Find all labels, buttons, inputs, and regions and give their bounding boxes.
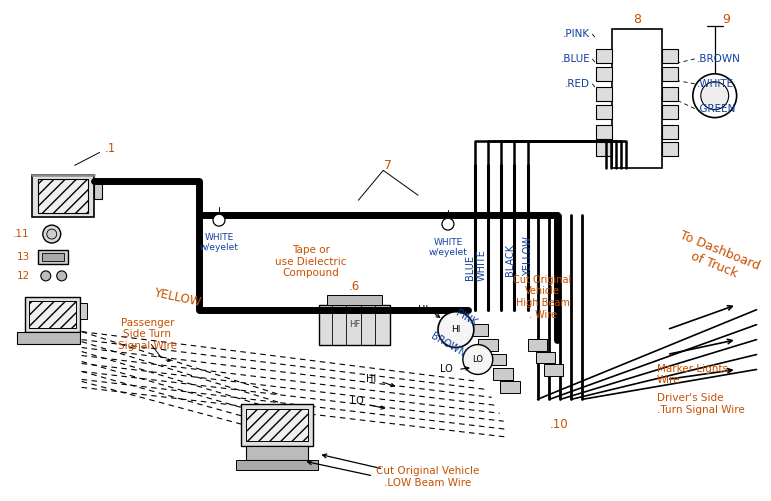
Text: HF: HF <box>348 320 360 329</box>
Bar <box>662 125 678 138</box>
Bar <box>25 297 79 332</box>
Bar <box>318 305 390 345</box>
Text: Passenger
Side Turn
Signal Wire: Passenger Side Turn Signal Wire <box>118 318 177 351</box>
Text: LO: LO <box>473 355 483 364</box>
Text: BLUE: BLUE <box>465 256 475 281</box>
Text: 8: 8 <box>633 13 641 26</box>
Bar <box>662 142 678 156</box>
Text: PINK: PINK <box>453 308 478 328</box>
Bar <box>79 303 86 319</box>
Circle shape <box>47 229 57 239</box>
Bar <box>596 87 612 101</box>
Text: WHITE
w/eyelet: WHITE w/eyelet <box>429 238 467 258</box>
Text: LO: LO <box>440 364 453 374</box>
Bar <box>596 142 612 156</box>
Text: BROWN: BROWN <box>429 331 467 358</box>
Bar <box>246 446 308 460</box>
Circle shape <box>463 345 493 374</box>
Bar <box>486 354 506 365</box>
Bar <box>246 409 308 441</box>
Circle shape <box>442 218 454 230</box>
Bar <box>478 339 498 351</box>
Text: WHITE
w/eyelet: WHITE w/eyelet <box>200 233 238 253</box>
Bar <box>596 49 612 63</box>
Bar <box>236 460 318 470</box>
Bar <box>93 183 102 199</box>
Text: HI: HI <box>366 374 376 384</box>
Circle shape <box>43 225 61 243</box>
Text: Tape or
use Dielectric
Compound: Tape or use Dielectric Compound <box>274 245 346 278</box>
Circle shape <box>213 214 225 226</box>
Text: .PINK: .PINK <box>563 29 591 39</box>
Bar <box>500 381 520 393</box>
Text: YELLOW: YELLOW <box>523 236 533 276</box>
Bar <box>527 339 547 351</box>
Bar <box>493 368 513 380</box>
Text: .1: .1 <box>105 142 116 155</box>
Circle shape <box>41 271 51 281</box>
Text: .10: .10 <box>550 418 569 431</box>
Text: .BROWN: .BROWN <box>697 54 741 64</box>
Text: HI: HI <box>418 305 428 315</box>
Text: .GREEN: .GREEN <box>697 104 736 114</box>
Bar <box>468 324 488 336</box>
Text: WHITE: WHITE <box>476 249 487 281</box>
Text: HI: HI <box>451 325 460 334</box>
Bar <box>662 67 678 81</box>
Bar <box>596 105 612 119</box>
Circle shape <box>438 312 474 348</box>
Bar <box>612 29 662 168</box>
Bar <box>241 404 312 446</box>
Text: Cut Original Vehicle
.LOW Beam Wire: Cut Original Vehicle .LOW Beam Wire <box>376 466 480 487</box>
Bar <box>544 365 564 376</box>
Bar <box>536 352 555 364</box>
Circle shape <box>57 271 67 281</box>
Text: 13: 13 <box>17 252 30 262</box>
Bar <box>662 87 678 101</box>
Bar <box>32 175 93 217</box>
Text: Marker Lights
Wire: Marker Lights Wire <box>657 364 728 385</box>
Bar <box>38 179 88 213</box>
Bar <box>596 67 612 81</box>
Text: .RED: .RED <box>565 79 591 89</box>
Text: LO: LO <box>351 396 363 406</box>
Bar <box>42 253 64 261</box>
Text: .6: .6 <box>348 281 360 293</box>
Text: Cut Original
Vehicle
High Beam
. Wire: Cut Original Vehicle High Beam . Wire <box>513 275 571 320</box>
Bar <box>662 49 678 63</box>
Text: .WHITE: .WHITE <box>697 79 734 89</box>
Text: 7: 7 <box>384 159 392 172</box>
Bar <box>326 295 382 305</box>
Text: YELLOW: YELLOW <box>153 287 202 309</box>
Text: .11: .11 <box>13 229 30 239</box>
Text: To Dashboard
of Truck: To Dashboard of Truck <box>672 229 762 287</box>
Text: BLACK: BLACK <box>505 244 515 276</box>
Text: 12: 12 <box>17 271 30 281</box>
Bar <box>596 125 612 138</box>
Bar <box>662 105 678 119</box>
Bar <box>38 250 68 264</box>
Bar <box>29 301 76 328</box>
Bar <box>17 332 79 344</box>
Circle shape <box>701 82 729 110</box>
Text: .BLUE: .BLUE <box>561 54 591 64</box>
Circle shape <box>693 74 736 118</box>
Text: 9: 9 <box>722 13 731 26</box>
Text: Driver's Side
.Turn Signal Wire: Driver's Side .Turn Signal Wire <box>657 393 745 415</box>
